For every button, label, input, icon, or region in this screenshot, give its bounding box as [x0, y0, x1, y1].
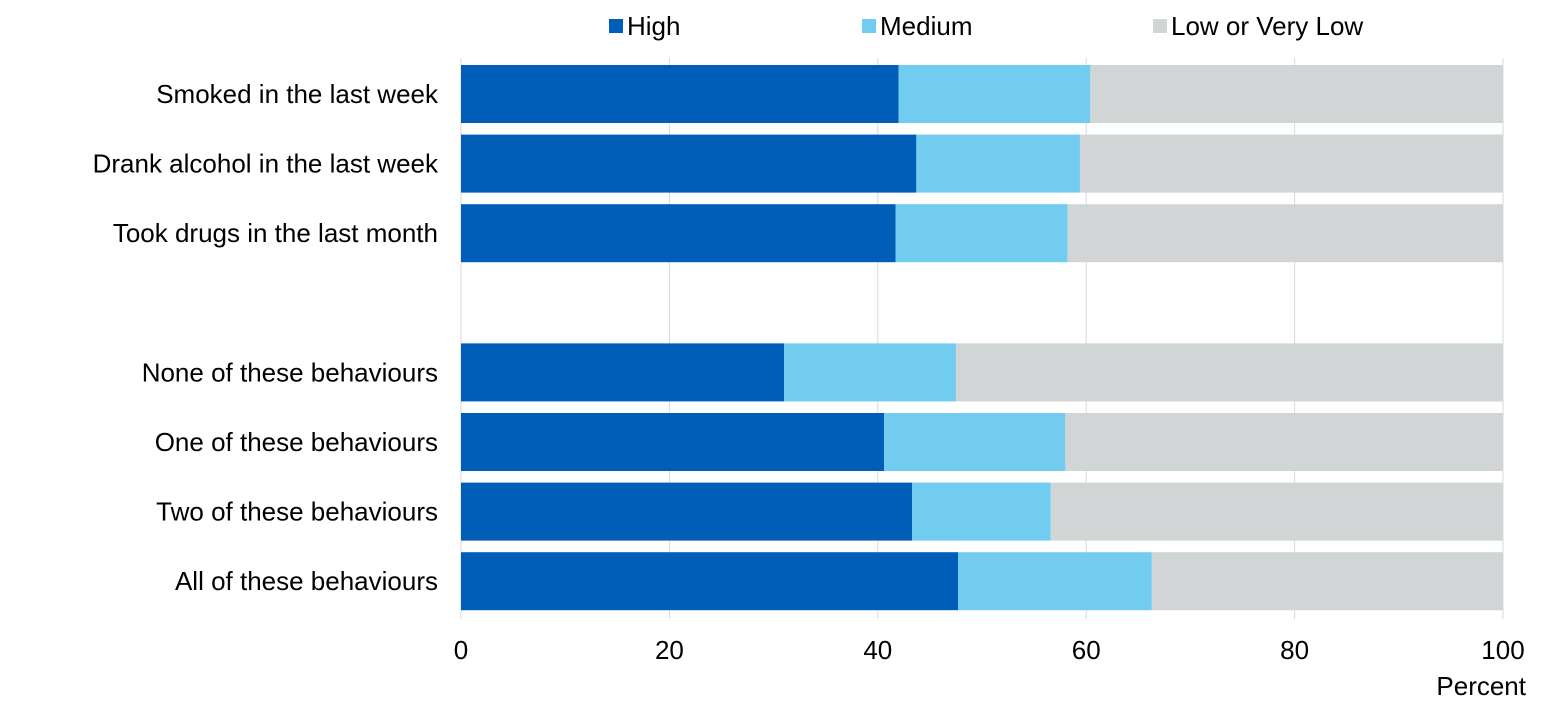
bar-segment-high: [461, 413, 885, 471]
bar-segment-high: [461, 65, 899, 123]
legend-label: Medium: [880, 11, 972, 41]
category-label: One of these behaviours: [155, 427, 438, 457]
x-axis-title: Percent: [1436, 671, 1526, 701]
x-tick-label: 80: [1280, 635, 1309, 665]
x-tick-label: 20: [655, 635, 684, 665]
bar-segment-low-or-very-low: [1151, 552, 1503, 611]
bar-segment-high: [461, 204, 896, 263]
category-label: All of these behaviours: [175, 566, 438, 596]
bar-segment-high: [461, 343, 785, 402]
bar-segment-medium: [958, 552, 1152, 611]
x-tick-label: 60: [1072, 635, 1101, 665]
bar-segment-low-or-very-low: [1079, 134, 1503, 193]
bar-segment-low-or-very-low: [1065, 413, 1503, 471]
category-label: None of these behaviours: [142, 357, 438, 387]
category-label: Took drugs in the last month: [113, 218, 438, 248]
bar-segment-medium: [898, 65, 1091, 123]
legend: High Medium Low or Very Low: [609, 11, 1363, 41]
legend-swatch: [1153, 19, 1167, 33]
legend-swatch: [862, 19, 876, 33]
bar-segment-medium: [784, 343, 956, 402]
category-label: Drank alcohol in the last week: [93, 149, 439, 179]
bar-segment-high: [461, 552, 959, 611]
bar-segment-medium: [916, 134, 1080, 193]
legend-label: Low or Very Low: [1171, 11, 1363, 41]
bar-segment-medium: [912, 482, 1051, 541]
bar-segment-low-or-very-low: [1090, 65, 1503, 123]
category-labels: Smoked in the last week Drank alcohol in …: [93, 79, 439, 596]
x-tick-label: 100: [1481, 635, 1524, 665]
bar-segment-high: [461, 134, 917, 193]
x-axis-ticks: 0 20 40 60 80 100: [454, 635, 1525, 665]
category-label: Two of these behaviours: [156, 497, 438, 527]
legend-swatch: [609, 19, 623, 33]
bar-segment-medium: [895, 204, 1068, 263]
bar-segment-low-or-very-low: [955, 343, 1503, 402]
x-tick-label: 40: [863, 635, 892, 665]
bar-segment-low-or-very-low: [1067, 204, 1503, 263]
category-label: Smoked in the last week: [156, 79, 439, 109]
bar-segment-high: [461, 482, 913, 541]
legend-label: High: [627, 11, 680, 41]
bars: [461, 65, 1503, 611]
bar-segment-medium: [884, 413, 1066, 471]
bar-segment-low-or-very-low: [1050, 482, 1503, 541]
x-tick-label: 0: [454, 635, 468, 665]
